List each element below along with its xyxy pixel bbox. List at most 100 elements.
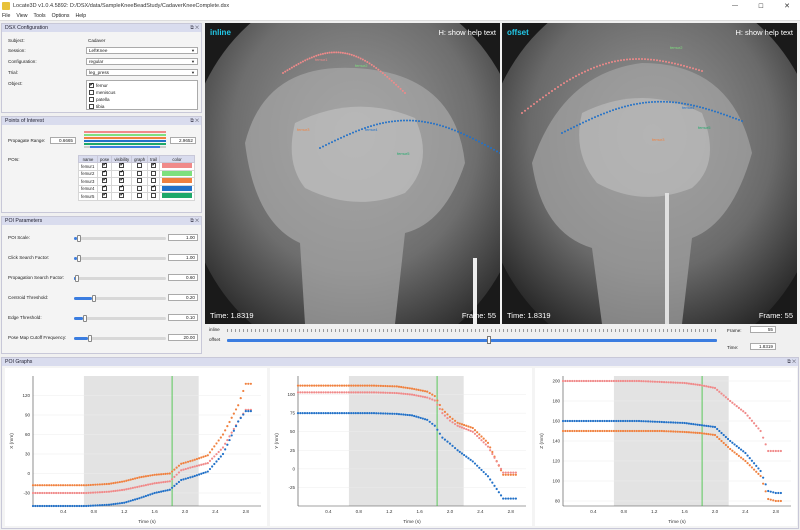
poi-pose-checkbox[interactable] <box>102 192 108 199</box>
object-item-femur[interactable]: femur <box>89 82 195 89</box>
poi-row[interactable]: femur4 <box>78 184 196 193</box>
object-checkbox[interactable] <box>89 82 94 88</box>
range-max-input[interactable]: 2.9652 <box>170 137 196 144</box>
object-item-patella[interactable]: patella <box>89 96 195 103</box>
poi-pose-checkbox[interactable] <box>102 177 108 184</box>
timeline-slider[interactable] <box>227 339 717 342</box>
timeline-handle[interactable] <box>486 336 491 344</box>
graph-y[interactable]: -25 0 25 50 75 100 0.4 0.8 1.2 1.6 2.0 2.4 2.8 Time (… <box>270 368 532 526</box>
graph-z[interactable]: 80 100 120 140 160 180 200 0.4 0.8 1.2 1.6 2.0 2.4 2.… <box>535 368 797 526</box>
offset-viewer[interactable]: offset H: show help text Time: 1.8319 Fr… <box>502 23 797 324</box>
param-value-input[interactable]: 0.60 <box>168 274 198 281</box>
data-point <box>50 491 53 495</box>
poi-color-swatch[interactable] <box>162 163 193 169</box>
poi-color-swatch[interactable] <box>162 185 193 191</box>
poi-graph-checkbox[interactable] <box>137 178 143 184</box>
col-name[interactable]: name <box>78 155 98 163</box>
param-slider-handle[interactable] <box>83 315 88 322</box>
object-checkbox[interactable] <box>89 90 94 95</box>
poi-trail-checkbox[interactable] <box>151 193 157 199</box>
trail-point-femur1 <box>282 72 284 74</box>
poi-trail-checkbox[interactable] <box>151 178 157 184</box>
poi-color-swatch[interactable] <box>162 178 193 184</box>
menu-file[interactable]: File <box>2 13 11 19</box>
poi-trail-checkbox[interactable] <box>151 162 157 169</box>
trial-select[interactable]: leg_press ▼ <box>86 69 198 76</box>
param-value-input[interactable]: 1.00 <box>168 254 198 261</box>
poi-visibility-checkbox[interactable] <box>119 162 125 169</box>
param-slider[interactable] <box>74 335 166 342</box>
param-slider[interactable] <box>74 255 166 262</box>
data-point <box>234 408 238 411</box>
time-input[interactable]: 1.8319 <box>750 343 776 350</box>
poi-graph-checkbox[interactable] <box>137 185 143 191</box>
graph-x[interactable]: -30 0 30 60 90 120 0.4 0.8 1.2 1.6 2.0 2.4 2.8 Time (… <box>5 368 267 526</box>
param-slider[interactable] <box>74 315 166 322</box>
maximize-button[interactable]: ☐ <box>758 3 764 10</box>
object-checkbox[interactable] <box>89 104 94 109</box>
close-button[interactable]: ✕ <box>784 3 790 10</box>
param-value-input[interactable]: 1.00 <box>168 234 198 241</box>
data-point <box>98 491 101 494</box>
trail-point-femur4 <box>340 136 342 139</box>
param-slider[interactable] <box>74 295 166 302</box>
panel-float-close-icon[interactable]: ⧉ ✕ <box>190 118 199 124</box>
menu-tools[interactable]: Tools <box>33 13 46 19</box>
param-slider-handle[interactable] <box>76 255 81 262</box>
param-slider[interactable] <box>74 235 166 242</box>
param-slider-handle[interactable] <box>74 275 79 282</box>
poi-trail-checkbox[interactable] <box>151 170 157 176</box>
menu-view[interactable]: View <box>16 13 28 19</box>
poi-pose-checkbox[interactable] <box>102 184 108 191</box>
data-point <box>647 380 650 383</box>
data-point <box>681 421 684 424</box>
poi-pose-checkbox[interactable] <box>102 162 108 169</box>
poi-row[interactable]: femur5 <box>78 192 196 201</box>
param-slider-handle[interactable] <box>87 335 92 342</box>
poi-trail-checkbox[interactable] <box>151 184 157 191</box>
poi-visibility-checkbox[interactable] <box>119 184 125 191</box>
configuration-select[interactable]: regular ▼ <box>86 58 198 65</box>
object-checkbox[interactable] <box>89 97 94 102</box>
inline-viewer[interactable]: inline H: show help text Time: 1.8319 Fr… <box>205 23 500 324</box>
poi-visibility-checkbox[interactable] <box>119 169 125 176</box>
poi-color-swatch[interactable] <box>162 170 193 176</box>
poi-graph-checkbox[interactable] <box>137 170 143 176</box>
timeline-inline-ticks[interactable] <box>227 329 717 332</box>
panel-float-close-icon[interactable]: ⧉ ✕ <box>190 218 199 224</box>
session-select[interactable]: LeftKnee ▼ <box>86 47 198 54</box>
data-point <box>96 491 99 494</box>
menu-options[interactable]: Options <box>51 13 70 19</box>
col-color[interactable]: color <box>159 155 196 163</box>
panel-float-close-icon[interactable]: ⧉ ✕ <box>190 25 199 31</box>
param-value-input[interactable]: 20.00 <box>168 334 198 341</box>
param-value-input[interactable]: 0.10 <box>168 314 198 321</box>
poi-color-swatch[interactable] <box>162 193 193 199</box>
param-slider-handle[interactable] <box>76 235 81 242</box>
poi-row[interactable]: femur3 <box>78 177 196 186</box>
param-slider-handle[interactable] <box>92 295 97 302</box>
minimize-button[interactable]: — <box>732 3 738 9</box>
menu-help[interactable]: Help <box>75 13 87 19</box>
range-min-input[interactable]: 0.6665 <box>50 137 76 144</box>
data-point <box>514 471 517 474</box>
poi-row[interactable]: femur1 <box>78 162 196 171</box>
poi-row[interactable]: femur2 <box>78 169 196 178</box>
data-point <box>504 497 507 500</box>
poi-visibility-checkbox[interactable] <box>119 177 125 184</box>
frame-input[interactable]: 55 <box>750 326 776 333</box>
poi-pose-checkbox[interactable] <box>102 169 108 176</box>
poi-graph-checkbox[interactable] <box>137 193 143 199</box>
col-graph[interactable]: graph <box>131 155 149 163</box>
data-point <box>612 379 615 383</box>
poi-visibility-checkbox[interactable] <box>119 192 125 199</box>
trail-point-femur1 <box>399 87 402 90</box>
object-item-tibia[interactable]: tibia <box>89 103 195 110</box>
object-item-meniscus[interactable]: meniscus <box>89 89 195 96</box>
panel-float-close-icon[interactable]: ⧉ ✕ <box>787 359 796 365</box>
data-point <box>656 380 659 383</box>
param-value-input[interactable]: 0.20 <box>168 294 198 301</box>
poi-graph-checkbox[interactable] <box>137 163 143 169</box>
param-slider[interactable] <box>74 275 166 282</box>
propagate-range-slider[interactable] <box>82 131 168 149</box>
